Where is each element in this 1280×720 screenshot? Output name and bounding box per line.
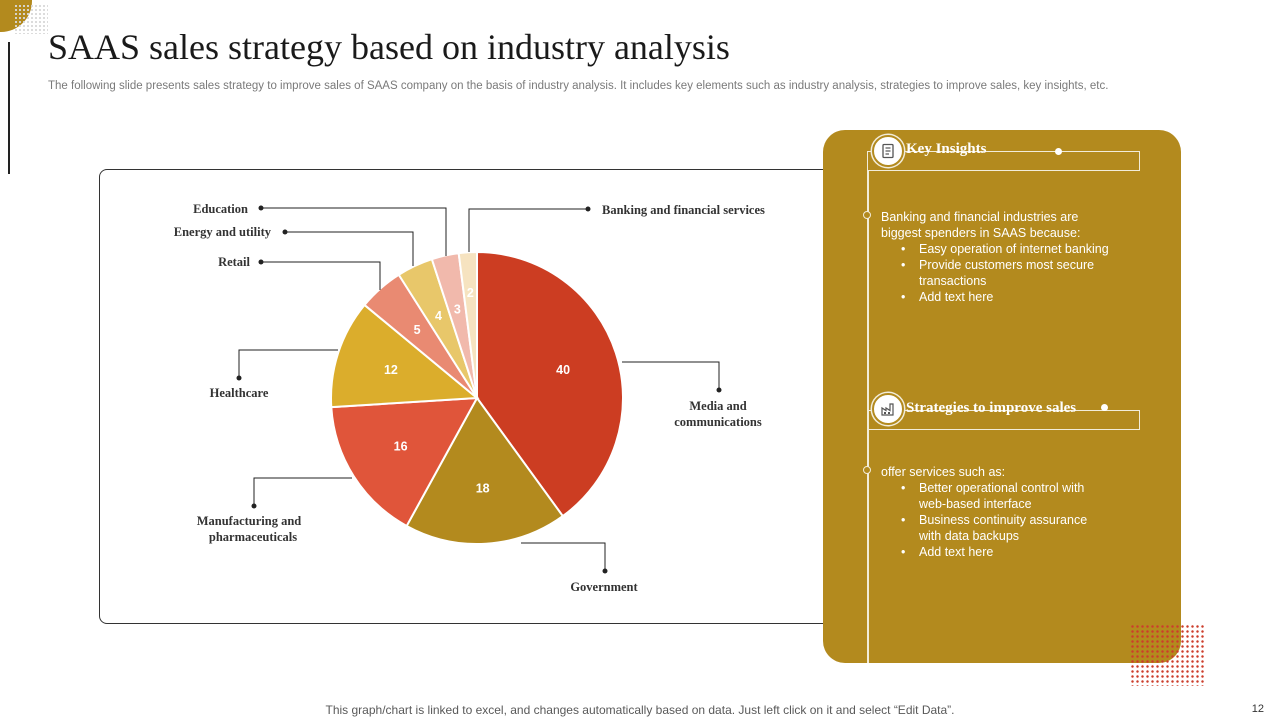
strategies-bullet: Add text here (901, 544, 1111, 560)
callout-line (285, 231, 414, 266)
category-label: Retail (218, 255, 250, 269)
category-label: Banking and financial services (602, 203, 765, 217)
key-insights-list: Easy operation of internet bankingProvid… (881, 241, 1111, 305)
strategies-intro: offer services such as: (881, 465, 1006, 479)
callout-dot (716, 387, 722, 393)
callout-dot (585, 206, 591, 212)
slice-value-label: 12 (384, 363, 398, 377)
key-insights-text: Banking and financial industries are big… (881, 209, 1111, 305)
key-insights-knob (863, 211, 871, 219)
category-label: Energy and utility (174, 225, 272, 239)
pie-slice (330, 303, 480, 409)
slide-title: SAAS sales strategy based on industry an… (48, 27, 730, 67)
category-label: Government (570, 580, 638, 594)
key-insights-header-box (867, 151, 1140, 171)
strategies-list: Better operational control with web-base… (881, 480, 1111, 560)
slice-value-label: 18 (476, 481, 490, 495)
callout-line (253, 477, 352, 506)
pie-slice (457, 250, 478, 399)
key-insights-dot (1055, 148, 1062, 155)
callout-line (261, 261, 381, 290)
key-insights-bullet: Easy operation of internet banking (901, 241, 1111, 257)
strategies-bullet: Business continuity assurance with data … (901, 512, 1111, 544)
category-label: Healthcare (210, 386, 269, 400)
category-label: Education (193, 202, 248, 216)
callout-line (261, 207, 447, 256)
accent-line (8, 42, 10, 174)
pie-slice (405, 396, 565, 545)
callout-dot (282, 229, 288, 235)
pie-slice (476, 250, 625, 518)
document-icon (872, 135, 904, 167)
slice-value-label: 16 (394, 440, 408, 454)
slice-value-label: 2 (467, 286, 474, 300)
strategies-header-box (867, 410, 1140, 430)
callout-line (468, 208, 588, 252)
callout-line (521, 542, 606, 571)
slice-value-label: 3 (454, 303, 461, 317)
callout-dot (258, 259, 264, 265)
factory-icon (872, 393, 904, 425)
slide-subtitle: The following slide presents sales strat… (48, 80, 1109, 92)
slice-value-label: 4 (435, 309, 442, 323)
callout-line (238, 349, 338, 378)
callout-dot (602, 568, 608, 574)
key-insights-heading: Key Insights (906, 141, 987, 157)
strategies-knob (863, 466, 871, 474)
corner-dot-pattern (14, 4, 48, 34)
callout-dot (236, 375, 242, 381)
category-label: pharmaceuticals (209, 530, 297, 544)
category-label: communications (674, 415, 762, 429)
strategies-bullet: Better operational control with web-base… (901, 480, 1111, 512)
page-number: 12 (1251, 703, 1264, 715)
key-insights-intro: Banking and financial industries are big… (881, 210, 1081, 240)
strategies-text: offer services such as: Better operation… (881, 464, 1111, 560)
key-insights-bullet: Provide customers most secure transactio… (901, 257, 1111, 289)
callout-dot (251, 503, 257, 509)
callout-dot (258, 205, 264, 211)
slice-value-label: 40 (556, 363, 570, 377)
pie-slice (330, 396, 479, 528)
slice-value-label: 5 (414, 323, 421, 337)
footer-note: This graph/chart is linked to excel, and… (325, 703, 955, 717)
key-insights-bullet: Add text here (901, 289, 1111, 305)
strategies-dot (1101, 404, 1108, 411)
callout-line (622, 361, 720, 390)
strategies-heading: Strategies to improve sales (906, 400, 1077, 416)
category-label: Manufacturing and (197, 514, 302, 528)
category-label: Media and (689, 399, 746, 413)
red-dot-pattern (1130, 624, 1204, 686)
